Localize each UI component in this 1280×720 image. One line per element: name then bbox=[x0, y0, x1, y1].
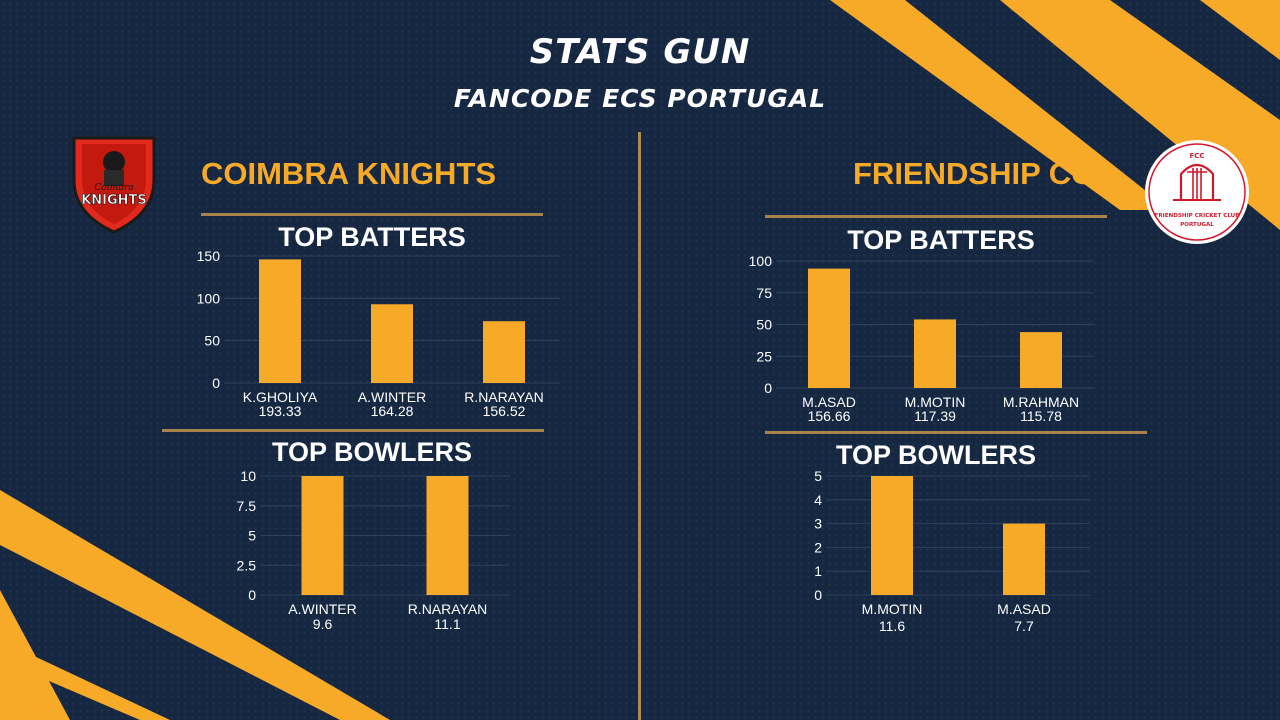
logo-fcc-text: FCC bbox=[1189, 152, 1204, 160]
bar-rnarayan bbox=[483, 321, 525, 383]
bar-rnarayan bbox=[426, 476, 469, 595]
logo-country: PORTUGAL bbox=[1180, 222, 1214, 228]
x-category-label: A.WINTER bbox=[288, 601, 356, 617]
left-section-rule bbox=[162, 429, 544, 432]
x-category-label: K.GHOLIYA bbox=[243, 389, 318, 405]
y-tick-label: 25 bbox=[756, 348, 772, 364]
y-tick-label: 50 bbox=[204, 333, 220, 349]
right-team-name: FRIENDSHIP CC bbox=[853, 156, 1094, 191]
y-tick-label: 3 bbox=[814, 516, 822, 532]
bar-masad bbox=[1003, 523, 1045, 595]
y-tick-label: 2 bbox=[814, 539, 822, 555]
left-team-rule bbox=[201, 213, 543, 216]
logo-text-main: KNIGHTS bbox=[81, 193, 147, 208]
data-value-label: 156.66 bbox=[808, 408, 851, 424]
coimbra-knights-shield-logo: Coimbra KNIGHTS bbox=[72, 136, 156, 234]
x-category-label: R.NARAYAN bbox=[408, 601, 488, 617]
y-tick-label: 7.5 bbox=[237, 498, 257, 514]
right-bowlers-title: TOP BOWLERS bbox=[835, 440, 1037, 470]
page-title: STATS GUN bbox=[529, 32, 751, 72]
bar-masad bbox=[808, 268, 850, 388]
y-tick-label: 150 bbox=[197, 248, 221, 264]
x-category-label: M.MOTIN bbox=[862, 601, 923, 617]
y-tick-label: 0 bbox=[764, 380, 772, 396]
data-value-label: 7.7 bbox=[1014, 618, 1034, 634]
bar-awinter bbox=[301, 476, 344, 595]
y-tick-label: 50 bbox=[756, 317, 772, 333]
y-tick-label: 5 bbox=[248, 528, 256, 544]
bar-kgholiya bbox=[259, 259, 301, 383]
y-tick-label: 75 bbox=[756, 285, 772, 301]
y-tick-label: 0 bbox=[814, 587, 822, 603]
x-category-label: R.NARAYAN bbox=[464, 389, 544, 405]
y-tick-label: 100 bbox=[749, 253, 773, 269]
bar-awinter bbox=[371, 304, 413, 383]
data-value-label: 156.52 bbox=[483, 403, 526, 419]
data-value-label: 11.6 bbox=[879, 618, 905, 634]
data-value-label: 11.1 bbox=[434, 616, 460, 632]
y-tick-label: 0 bbox=[248, 587, 256, 603]
left-batters-title: TOP BATTERS bbox=[278, 222, 466, 252]
y-tick-label: 10 bbox=[240, 468, 256, 484]
bar-mmotin bbox=[871, 476, 913, 595]
y-tick-label: 0 bbox=[212, 375, 220, 391]
logo-club-name: FRIENDSHIP CRICKET CLUB bbox=[1155, 213, 1240, 219]
data-value-label: 115.78 bbox=[1020, 408, 1062, 424]
data-value-label: 164.28 bbox=[371, 403, 414, 419]
bar-mmotin bbox=[914, 319, 956, 388]
bar-mrahman bbox=[1020, 332, 1062, 388]
data-value-label: 193.33 bbox=[259, 403, 302, 419]
logo-text-top: Coimbra bbox=[94, 183, 133, 193]
y-tick-label: 100 bbox=[197, 290, 221, 306]
y-tick-label: 1 bbox=[814, 563, 822, 579]
friendship-cricket-club-logo: FCC FRIENDSHIP CRICKET CLUB PORTUGAL bbox=[1145, 140, 1249, 244]
x-category-label: M.ASAD bbox=[802, 394, 856, 410]
left-team-name: COIMBRA KNIGHTS bbox=[201, 156, 497, 191]
data-value-label: 9.6 bbox=[313, 616, 333, 632]
y-tick-label: 4 bbox=[814, 492, 822, 508]
x-category-label: M.MOTIN bbox=[905, 394, 966, 410]
x-category-label: A.WINTER bbox=[358, 389, 426, 405]
right-section-rule bbox=[765, 431, 1147, 434]
x-category-label: M.ASAD bbox=[997, 601, 1051, 617]
left-bowlers-title: TOP BOWLERS bbox=[271, 437, 473, 467]
right-batters-title: TOP BATTERS bbox=[847, 225, 1035, 255]
x-category-label: M.RAHMAN bbox=[1003, 394, 1079, 410]
data-value-label: 117.39 bbox=[914, 408, 956, 424]
y-tick-label: 2.5 bbox=[237, 557, 257, 573]
right-team-rule bbox=[765, 215, 1107, 218]
center-divider bbox=[638, 132, 641, 720]
y-tick-label: 5 bbox=[814, 468, 822, 484]
page-subtitle: FANCODE ECS PORTUGAL bbox=[453, 84, 827, 113]
